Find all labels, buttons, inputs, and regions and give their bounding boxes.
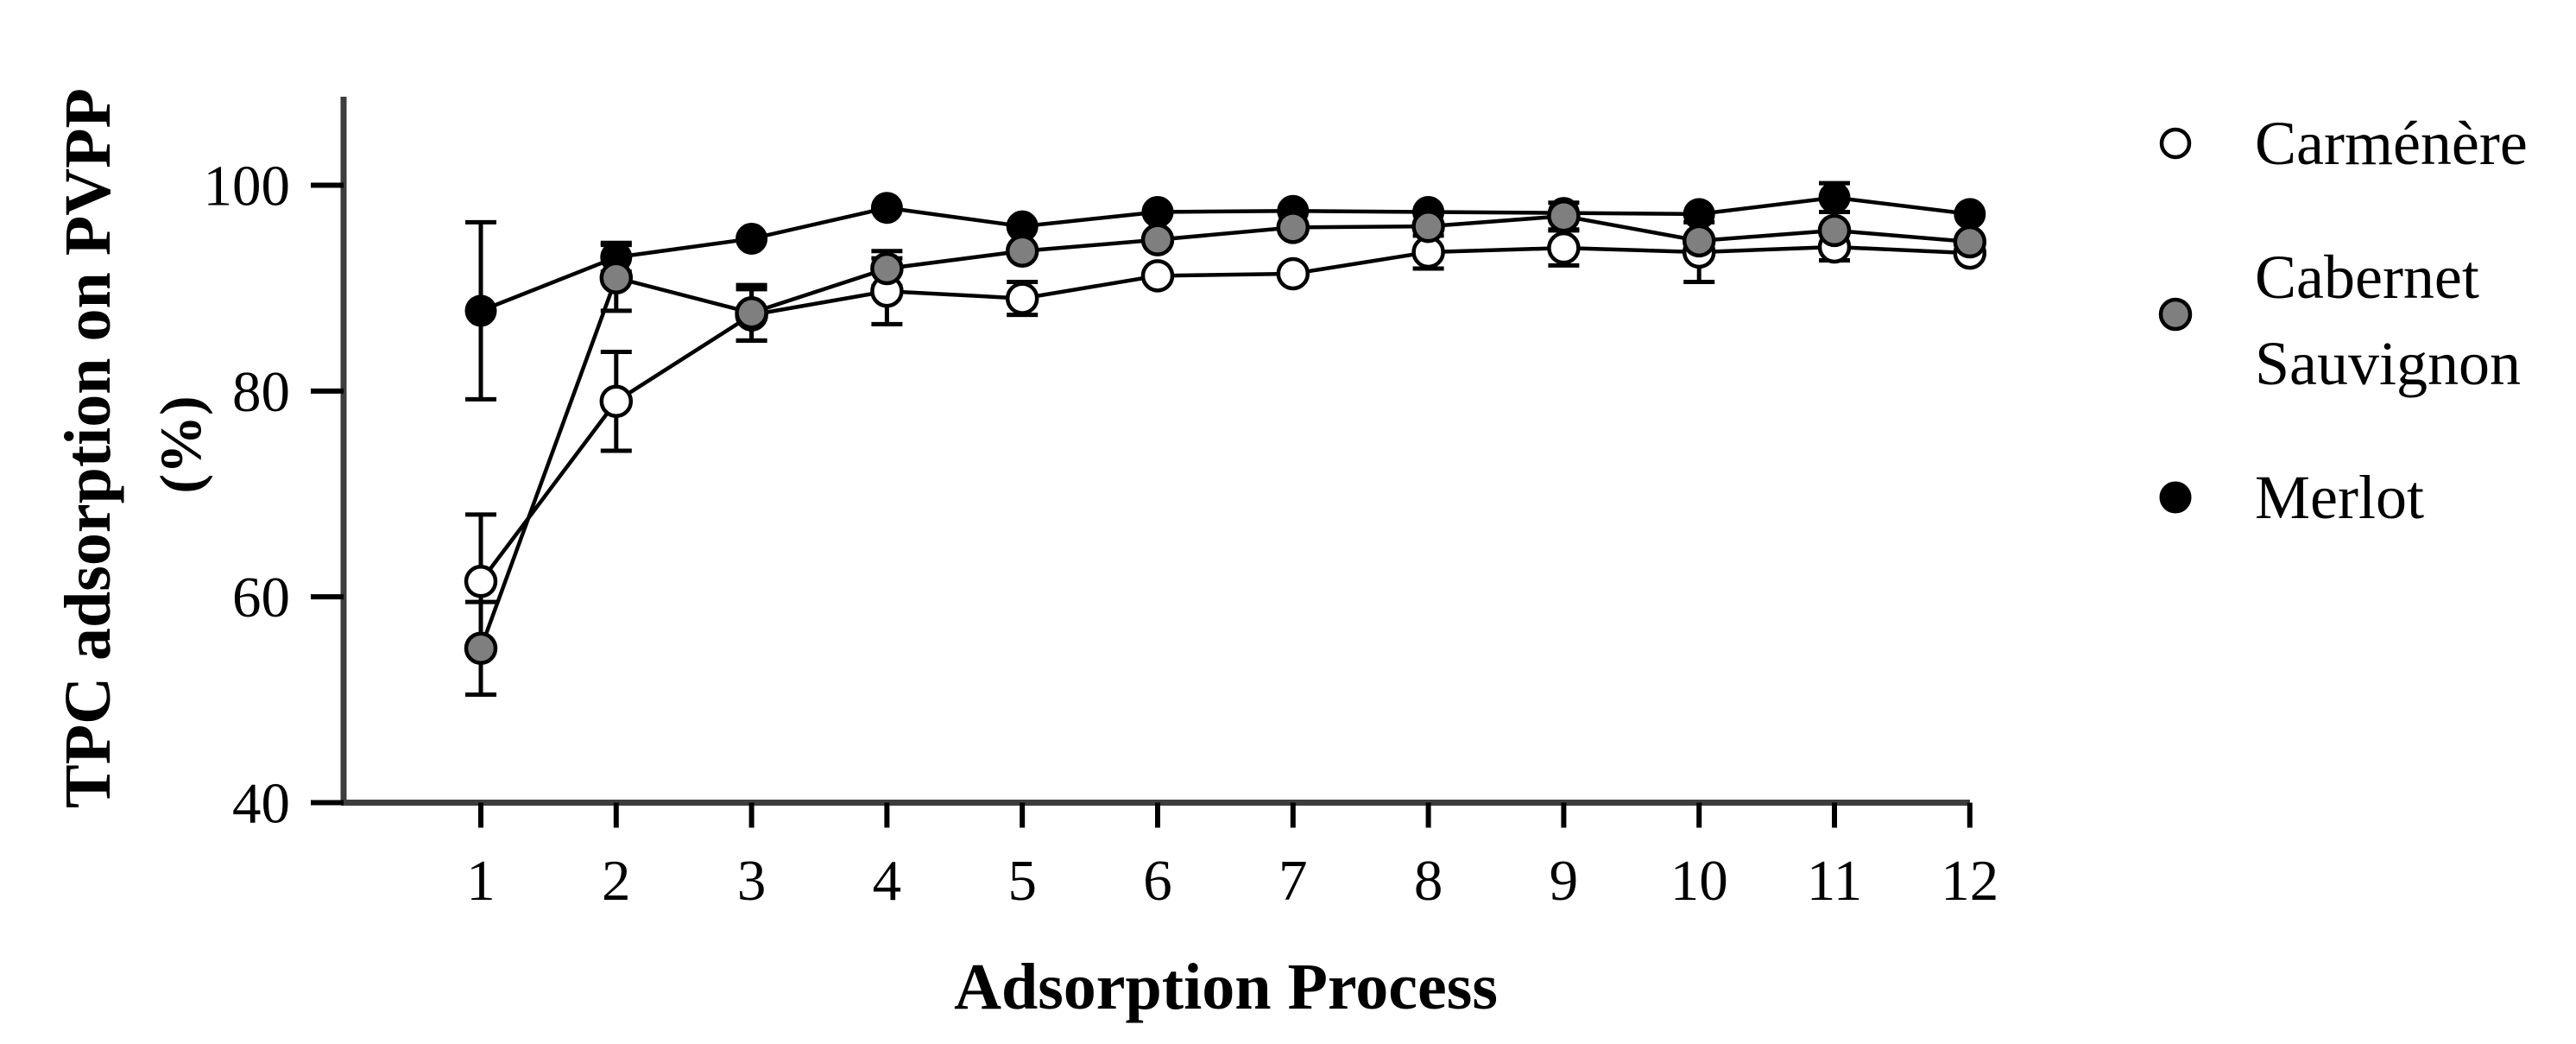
series-line-Merlot <box>480 195 1971 313</box>
legend-label-cabernet: Cabernet <box>2255 243 2479 312</box>
data-point-marker-Carménère <box>1005 282 1039 315</box>
data-point-marker-Cabernet Sauvignon <box>1953 225 1987 259</box>
series-line-Cabernet Sauvignon <box>478 213 1970 649</box>
data-point-marker-Cabernet Sauvignon <box>1817 213 1852 248</box>
legend-label-sauvignon: Sauvignon <box>2255 329 2521 398</box>
data-point-marker-Carménère <box>1276 256 1310 291</box>
y-tick-label: 80 <box>232 360 290 424</box>
data-point-marker-Cabernet Sauvignon <box>870 251 904 286</box>
legend-marker-cabernet-sauvignon <box>2158 297 2193 332</box>
legend-marker-carmenere <box>2159 127 2192 160</box>
x-tick-label: 6 <box>1143 849 1172 913</box>
x-tick-label: 9 <box>1550 849 1579 913</box>
y-tick-label: 100 <box>204 154 291 218</box>
x-tick-label: 1 <box>466 849 496 913</box>
y-tick-label: 40 <box>232 772 290 836</box>
legend-marker-merlot <box>2159 481 2192 514</box>
x-tick-label: 3 <box>737 849 767 913</box>
data-point-marker-Cabernet Sauvignon <box>1411 209 1445 244</box>
data-point-marker-Merlot <box>1141 195 1174 228</box>
x-tick-label: 10 <box>1670 849 1728 913</box>
data-point-marker-Cabernet Sauvignon <box>1276 211 1310 244</box>
x-tick-label: 11 <box>1807 849 1863 913</box>
data-point-marker-Cabernet Sauvignon <box>599 261 634 294</box>
x-tick-label: 12 <box>1941 849 1998 913</box>
data-point-marker-Carménère <box>599 384 634 418</box>
legend: Carménère Cabernet Sauvignon Merlot <box>2158 109 2528 532</box>
data-point-marker-Merlot <box>1954 198 1986 231</box>
data-point-marker-Cabernet Sauvignon <box>1140 223 1175 256</box>
x-tick-label: 4 <box>873 849 902 913</box>
x-axis-title: Adsorption Process <box>954 951 1498 1023</box>
y-axis-title: TPC adsorption on PVPP <box>52 88 124 808</box>
y-axis-unit: (%) <box>148 395 213 493</box>
data-point-marker-Cabernet Sauvignon <box>1547 199 1581 233</box>
data-point-marker-Cabernet Sauvignon <box>1005 234 1039 268</box>
data-point-marker-Cabernet Sauvignon <box>1682 224 1716 258</box>
legend-label-merlot: Merlot <box>2255 463 2424 532</box>
data-point-marker-Cabernet Sauvignon <box>464 631 498 665</box>
data-point-marker-Merlot <box>1818 181 1851 214</box>
x-tick-label: 7 <box>1279 849 1308 913</box>
data-point-marker-Carménère <box>1140 259 1175 293</box>
data-point-marker-Carménère <box>1547 231 1581 265</box>
data-point-marker-Cabernet Sauvignon <box>735 296 768 330</box>
x-tick-label: 2 <box>602 849 631 913</box>
x-tick-label: 5 <box>1007 849 1037 913</box>
series-line-Carménère <box>479 244 1970 583</box>
x-tick-label: 8 <box>1414 849 1443 913</box>
data-point-marker-Merlot <box>870 192 903 225</box>
y-tick-label: 60 <box>232 566 290 630</box>
data-point-marker-Merlot <box>464 294 497 327</box>
data-point-marker-Carménère <box>464 565 498 598</box>
data-point-marker-Merlot <box>736 222 768 255</box>
legend-label-carmenere: Carménère <box>2255 109 2528 178</box>
